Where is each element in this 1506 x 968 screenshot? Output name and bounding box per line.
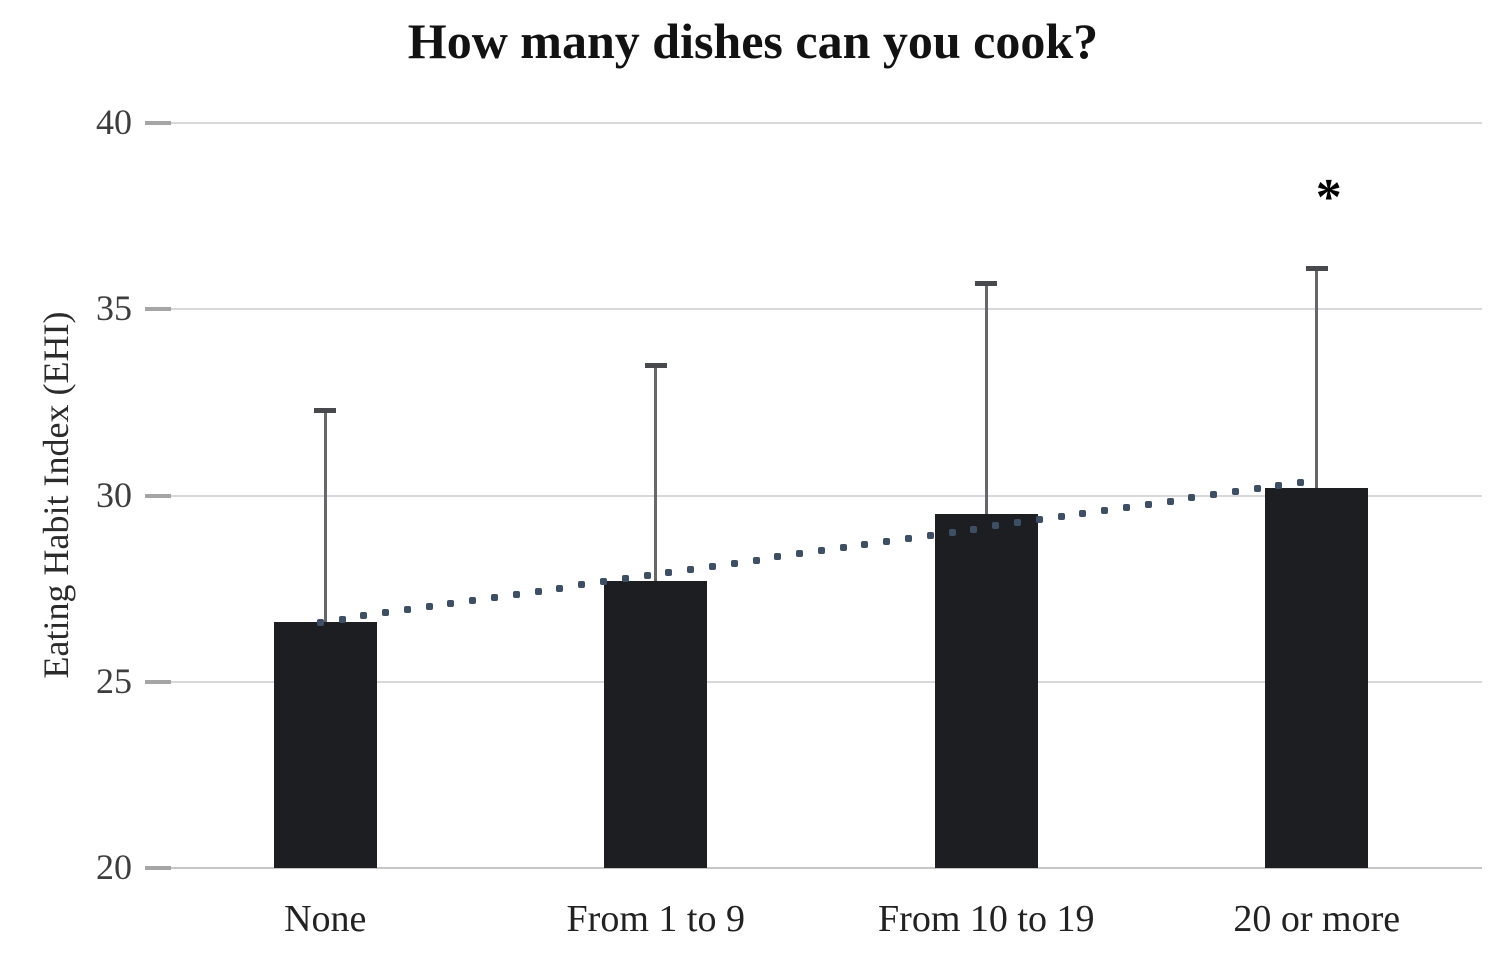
error-bar-stem-1	[654, 365, 658, 590]
trendline-dot	[1188, 494, 1196, 502]
trendline-dot	[883, 537, 891, 545]
trendline-dot	[316, 618, 324, 626]
y-tick-25	[145, 679, 171, 684]
trendline-dot	[491, 593, 499, 601]
trendline-dot	[796, 550, 804, 558]
y-tick-label-30: 30	[96, 474, 132, 515]
error-bar-stem-0	[323, 409, 327, 631]
y-tick-40	[145, 121, 171, 125]
trendline-dot	[600, 578, 607, 586]
error-bar-cap-1	[644, 363, 667, 369]
trendline-dot	[730, 559, 738, 567]
trendline-dot	[512, 590, 520, 598]
significance-marker: *	[1315, 169, 1342, 226]
trendline-dot	[817, 547, 825, 555]
x-category-label-2: From 10 to 19	[878, 898, 1095, 940]
trendline-dot	[1275, 482, 1283, 490]
trendline-dot	[905, 534, 913, 542]
y-tick-label-25: 25	[96, 660, 132, 701]
y-tick-35	[145, 307, 171, 312]
gridline-25	[152, 680, 1482, 683]
y-tick-label-35: 35	[96, 288, 132, 329]
trendline-dot	[752, 556, 760, 564]
trendline-dot	[469, 596, 477, 604]
trendline-dot	[992, 522, 1000, 530]
trendline-dot	[1101, 506, 1109, 514]
error-bar-stem-2	[984, 283, 988, 523]
x-category-label-0: None	[284, 898, 367, 940]
error-bar-cap-3	[1305, 266, 1328, 272]
trendline-dot	[556, 584, 564, 592]
x-category-label-3: 20 or more	[1233, 898, 1401, 940]
trendline-dot	[926, 531, 934, 539]
gridline-35	[152, 308, 1482, 311]
trendline-dot	[1231, 488, 1239, 496]
y-tick-label-40: 40	[96, 102, 132, 142]
trendline-dot	[360, 612, 368, 620]
trendline-dot	[338, 615, 346, 623]
bar-2	[934, 514, 1038, 868]
bar-0	[273, 622, 377, 868]
trendline-dot	[708, 562, 716, 570]
trendline-dot	[1035, 516, 1043, 524]
trendline-dot	[665, 568, 673, 576]
trendline-dot	[861, 541, 869, 549]
gridline-30	[152, 494, 1482, 497]
trendline-dot	[1210, 491, 1218, 499]
gridline-20	[152, 867, 1482, 869]
trendline-dot	[1166, 497, 1174, 505]
trendline-dot	[774, 553, 782, 561]
error-bar-cap-0	[314, 407, 337, 413]
bar-3	[1265, 488, 1369, 868]
trendline-dot	[1297, 478, 1305, 486]
trendline-dot	[1079, 510, 1087, 517]
y-tick-label-20: 20	[96, 847, 132, 887]
trendline-dot	[534, 587, 542, 595]
trendline-dot	[382, 609, 390, 617]
trendline-dot	[425, 603, 433, 611]
trendline-dot	[621, 575, 629, 583]
y-tick-30	[145, 493, 171, 498]
trendline-dot	[1253, 485, 1261, 493]
error-bar-stem-3	[1315, 268, 1319, 497]
trendline-dot	[687, 565, 695, 573]
trendline-dot	[839, 544, 847, 552]
trendline-dot	[970, 525, 978, 533]
trendline-dot	[948, 528, 956, 536]
trendline-dot	[643, 572, 651, 580]
trendline-dot	[1144, 500, 1152, 508]
trendline-dot	[1122, 503, 1130, 511]
trendline-dot	[578, 581, 586, 589]
gridline-40	[152, 122, 1482, 124]
y-tick-20	[145, 866, 171, 870]
trendline-dot	[403, 606, 411, 614]
error-bar-cap-2	[975, 281, 998, 287]
x-category-label-1: From 1 to 9	[566, 898, 745, 940]
trendline-dot	[447, 600, 455, 608]
chart-title: How many dishes can you cook?	[407, 13, 1099, 69]
trendline-dot	[1013, 519, 1021, 527]
trendline-dot	[1057, 513, 1065, 521]
bar-1	[604, 581, 708, 868]
